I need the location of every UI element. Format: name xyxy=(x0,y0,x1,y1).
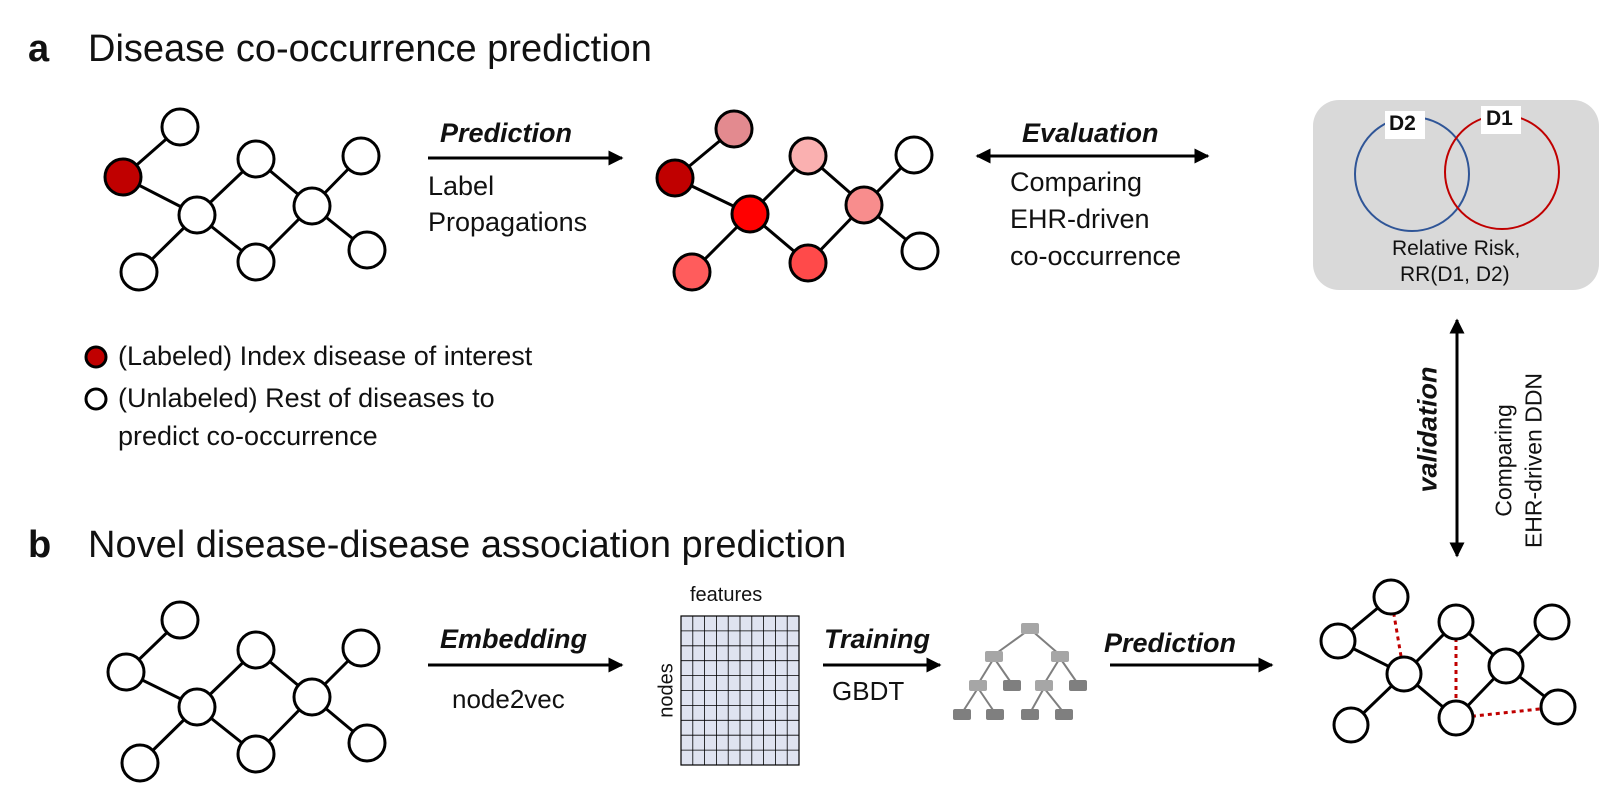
venn-label-d2-bg xyxy=(1385,111,1425,139)
venn-box xyxy=(1313,100,1599,290)
panel-a-title: Disease co-occurrence prediction xyxy=(88,28,652,70)
evaluation-label: Evaluation xyxy=(1022,118,1159,148)
prediction-sub-2: Propagations xyxy=(428,207,588,237)
validation-label: validation xyxy=(1412,366,1443,493)
legend-labeled-text: (Labeled) Index disease of interest xyxy=(118,341,533,371)
legend-unlabeled-text-2: predict co-occurrence xyxy=(118,421,378,451)
gbdt-tree-icon xyxy=(953,623,1087,720)
venn-caption-1: Relative Risk, xyxy=(1392,237,1521,260)
evaluation-sub-2: EHR-driven xyxy=(1010,204,1150,234)
matrix-nodes-label: nodes xyxy=(655,663,678,718)
network-b-predicted xyxy=(1319,578,1577,744)
training-label: Training xyxy=(824,624,931,654)
panel-b-title: Novel disease-disease association predic… xyxy=(88,524,847,566)
feature-matrix xyxy=(680,615,800,766)
prediction-sub-1: Label xyxy=(428,171,495,201)
venn-label-d1: D1 xyxy=(1486,107,1513,130)
panel-b-letter: b xyxy=(28,524,52,566)
network-b-input xyxy=(106,600,387,783)
evaluation-sub-1: Comparing xyxy=(1010,167,1143,197)
matrix-features-label: features xyxy=(690,584,763,606)
legend-unlabeled-marker xyxy=(84,387,108,411)
network-a-input xyxy=(103,107,387,292)
network-a-predicted xyxy=(655,109,940,292)
legend-unlabeled-text-1: (Unlabeled) Rest of diseases to xyxy=(118,383,495,413)
training-sub: GBDT xyxy=(832,676,905,706)
venn-caption-2: RR(D1, D2) xyxy=(1400,263,1510,286)
evaluation-sub-3: co-occurrence xyxy=(1010,241,1182,271)
legend-labeled-marker xyxy=(84,345,108,369)
venn-label-d1-bg xyxy=(1481,106,1521,134)
validation-sub-2: EHR-driven DDN xyxy=(1520,372,1547,549)
embedding-label: Embedding xyxy=(440,624,587,654)
prediction-b-label: Prediction xyxy=(1104,628,1237,658)
embedding-sub: node2vec xyxy=(452,684,565,714)
venn-label-d2: D2 xyxy=(1389,112,1416,135)
validation-sub-1: Comparing xyxy=(1490,404,1517,517)
panel-a-letter: a xyxy=(28,28,50,70)
prediction-label: Prediction xyxy=(440,118,573,148)
